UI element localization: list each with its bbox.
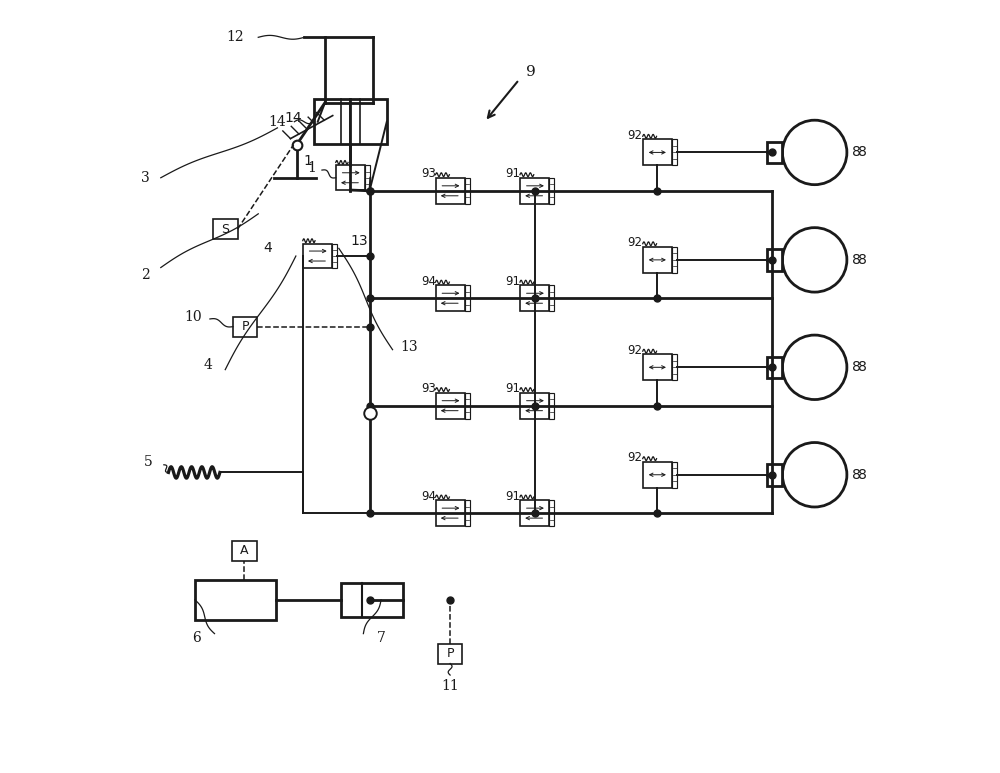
Bar bbox=[465, 285, 470, 312]
Text: 8: 8 bbox=[858, 360, 867, 374]
Text: 92: 92 bbox=[627, 451, 642, 465]
Bar bbox=[465, 178, 470, 204]
Bar bbox=[336, 165, 365, 190]
Bar bbox=[332, 243, 337, 268]
Text: 6: 6 bbox=[192, 632, 201, 645]
Text: P: P bbox=[241, 320, 249, 333]
Bar bbox=[195, 580, 276, 620]
Bar bbox=[767, 356, 782, 378]
Bar bbox=[767, 141, 782, 163]
Text: 12: 12 bbox=[226, 30, 244, 44]
Text: 91: 91 bbox=[506, 490, 521, 502]
Bar bbox=[643, 247, 672, 273]
Text: P: P bbox=[446, 647, 454, 660]
Bar bbox=[232, 541, 257, 560]
Bar bbox=[520, 178, 549, 204]
Text: 8: 8 bbox=[852, 145, 861, 159]
Bar bbox=[436, 393, 465, 419]
Bar bbox=[436, 178, 465, 204]
Text: 8: 8 bbox=[858, 145, 867, 159]
Text: 8: 8 bbox=[852, 468, 861, 482]
Bar bbox=[465, 500, 470, 526]
Bar bbox=[438, 644, 462, 663]
Text: 91: 91 bbox=[506, 275, 521, 288]
Text: 91: 91 bbox=[506, 383, 521, 395]
Bar bbox=[314, 100, 387, 144]
Bar bbox=[213, 220, 238, 239]
Text: 94: 94 bbox=[421, 275, 436, 288]
Bar bbox=[672, 139, 677, 165]
Text: 92: 92 bbox=[627, 129, 642, 142]
Bar bbox=[520, 393, 549, 419]
Text: 13: 13 bbox=[351, 233, 368, 247]
Text: 92: 92 bbox=[627, 237, 642, 250]
Text: 1: 1 bbox=[308, 161, 316, 175]
Text: 7: 7 bbox=[377, 632, 385, 645]
Bar bbox=[365, 165, 370, 190]
Text: A: A bbox=[240, 544, 249, 557]
Bar bbox=[549, 393, 554, 419]
Text: 10: 10 bbox=[184, 311, 202, 325]
Bar bbox=[520, 500, 549, 526]
Bar bbox=[549, 178, 554, 204]
Text: 94: 94 bbox=[421, 490, 436, 502]
Bar bbox=[465, 393, 470, 419]
Bar bbox=[643, 354, 672, 380]
Text: 2: 2 bbox=[141, 268, 150, 282]
Text: 14: 14 bbox=[269, 114, 286, 129]
Text: 4: 4 bbox=[204, 358, 213, 372]
Bar bbox=[643, 461, 672, 488]
Text: 11: 11 bbox=[441, 679, 459, 693]
Text: 13: 13 bbox=[401, 339, 418, 353]
Text: 8: 8 bbox=[852, 253, 861, 267]
Text: 5: 5 bbox=[144, 455, 153, 468]
Bar bbox=[303, 243, 332, 268]
Bar bbox=[672, 247, 677, 273]
Bar bbox=[672, 354, 677, 380]
Text: 9: 9 bbox=[526, 65, 536, 79]
Text: 91: 91 bbox=[506, 168, 521, 180]
Bar bbox=[436, 285, 465, 312]
Bar bbox=[520, 285, 549, 312]
Text: S: S bbox=[221, 223, 229, 236]
Text: 93: 93 bbox=[421, 168, 436, 180]
Bar bbox=[436, 500, 465, 526]
Bar bbox=[767, 249, 782, 271]
Text: 92: 92 bbox=[627, 344, 642, 357]
Bar bbox=[549, 500, 554, 526]
Text: 1: 1 bbox=[304, 154, 313, 168]
Text: 3: 3 bbox=[141, 171, 150, 185]
Text: 8: 8 bbox=[852, 360, 861, 374]
Bar bbox=[672, 461, 677, 488]
Text: 8: 8 bbox=[858, 253, 867, 267]
Text: 14: 14 bbox=[284, 111, 302, 125]
Bar bbox=[233, 317, 257, 336]
Bar bbox=[643, 139, 672, 165]
Text: 93: 93 bbox=[421, 383, 436, 395]
Bar bbox=[549, 285, 554, 312]
Bar bbox=[341, 583, 403, 617]
Text: 8: 8 bbox=[858, 468, 867, 482]
Bar bbox=[767, 464, 782, 485]
Text: 4: 4 bbox=[263, 241, 272, 255]
